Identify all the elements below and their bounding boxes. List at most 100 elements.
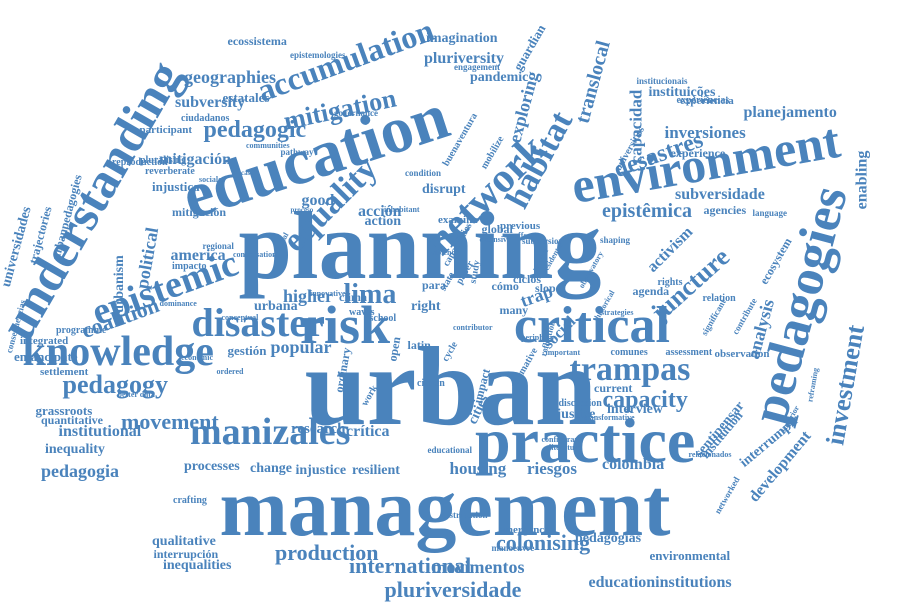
cloud-word: pandemic — [470, 70, 529, 85]
cloud-word: popular — [270, 337, 332, 357]
cloud-word: epistemologies — [290, 49, 346, 60]
cloud-word: practice — [475, 405, 696, 476]
cloud-word: imagination — [426, 31, 498, 46]
cloud-word: riesgos — [527, 458, 578, 478]
cloud-word: programme — [56, 325, 107, 336]
cloud-word: examina — [438, 213, 478, 226]
cloud-word: impacto — [172, 261, 207, 272]
cloud-word: subversidade — [675, 186, 765, 203]
cloud-word: pluralising — [140, 155, 187, 166]
cloud-word: condition — [405, 167, 442, 178]
cloud-word: agenda — [632, 284, 670, 298]
cloud-word: enabling — [852, 150, 870, 210]
cloud-word: waves — [349, 307, 375, 318]
cloud-word: mitigación — [159, 151, 231, 168]
cloud-word: environmental — [649, 547, 731, 563]
cloud-word: pathway — [280, 146, 314, 157]
cloud-word: grassroots — [35, 402, 93, 418]
cloud-word: literature — [549, 443, 582, 452]
cloud-word: urbanism — [111, 255, 127, 313]
cloud-word: sociales — [199, 175, 225, 184]
cloud-word: engagement — [454, 61, 500, 72]
cloud-word: ciudadanos — [181, 113, 230, 124]
cloud-word: integrated — [20, 334, 69, 347]
cloud-word: conversation — [233, 250, 277, 259]
cloud-word: movimentos — [431, 557, 525, 577]
cloud-word: open — [384, 335, 403, 363]
cloud-word: slope — [535, 281, 562, 295]
cloud-word: research — [291, 420, 346, 437]
cloud-word: assessment — [665, 347, 713, 358]
cloud-word: school — [369, 313, 397, 324]
cloud-word: previous — [500, 219, 541, 232]
cloud-word: right — [411, 299, 441, 314]
cloud-word: para — [422, 278, 446, 292]
cloud-word: latin — [407, 338, 431, 352]
cloud-word: urban — [304, 325, 598, 449]
cloud-word: trampas — [569, 351, 691, 388]
cloud-word: violence — [431, 248, 459, 257]
cloud-word: justice — [556, 407, 596, 422]
cloud-word: shaping — [600, 234, 631, 245]
cloud-word: networked — [711, 474, 742, 516]
cloud-word: guardian — [509, 21, 548, 73]
cloud-word: experience — [670, 146, 726, 160]
cloud-word: transformative — [583, 413, 635, 422]
cloud-word: extensive — [479, 235, 511, 244]
cloud-word: important — [545, 348, 581, 357]
cloud-word: reproduction — [112, 157, 168, 168]
cloud-word: configuran — [541, 435, 579, 444]
cloud-word: strategies — [601, 308, 634, 317]
cloud-word: planning — [238, 192, 602, 299]
cloud-word: conceptual — [221, 313, 259, 322]
cloud-word: educationinstitutions — [588, 574, 732, 591]
cloud-word: interrupción — [153, 547, 219, 561]
cloud-word: housing — [449, 458, 507, 478]
cloud-word: inhabitant — [384, 205, 420, 214]
cloud-word: pluriversidade — [384, 577, 522, 602]
cloud-word: effect — [514, 231, 534, 240]
cloud-word: disrupt — [422, 182, 466, 197]
cloud-word: settlement — [40, 365, 89, 378]
cloud-word: colonising — [496, 530, 591, 555]
cloud-word: critical — [514, 297, 670, 354]
cloud-word: experiencia — [680, 94, 734, 107]
cloud-word: urbana — [254, 299, 298, 314]
cloud-word: emancipate — [14, 348, 78, 364]
cloud-word: disaster — [191, 300, 325, 345]
cloud-word: mitigación — [172, 205, 226, 219]
cloud-word: resilient — [352, 463, 400, 478]
cloud-word: acción — [358, 203, 402, 220]
cloud-word: injustiça — [152, 178, 200, 194]
cloud-word: interview — [607, 402, 663, 417]
cloud-word: governance — [334, 107, 378, 118]
cloud-word: lima — [343, 279, 397, 310]
cloud-word: contributor — [453, 323, 493, 332]
cloud-word: institucionais — [636, 75, 688, 86]
cloud-word: colombia — [602, 456, 665, 473]
cloud-word: geographies — [184, 67, 276, 87]
cloud-word: action — [364, 214, 402, 229]
cloud-word: emergence — [499, 523, 550, 536]
cloud-word: risk — [300, 295, 391, 355]
cloud-word: ecossistema — [227, 34, 287, 48]
cloud-word: inversiones — [664, 122, 746, 142]
cloud-word: inequalities — [163, 558, 232, 573]
cloud-word: citizen — [417, 378, 445, 389]
cloud-word: quantitative — [41, 413, 104, 427]
cloud-word: institutional — [58, 423, 142, 440]
cloud-word: discussion — [558, 398, 602, 409]
cloud-word: better data — [117, 390, 155, 399]
cloud-word: pluriversity — [424, 50, 504, 67]
cloud-word: agencies — [703, 203, 747, 217]
cloud-word: comunes — [610, 347, 648, 358]
cloud-word: observation — [714, 347, 770, 360]
cloud-word: capacity — [602, 387, 688, 413]
cloud-word: clima — [339, 290, 367, 304]
cloud-word: educational — [427, 444, 473, 455]
cloud-word: participant — [139, 123, 193, 136]
cloud-word: good — [301, 192, 335, 209]
cloud-word: processes — [184, 459, 240, 474]
cloud-word: subversity — [175, 94, 246, 111]
cloud-word: injustice — [295, 463, 347, 478]
